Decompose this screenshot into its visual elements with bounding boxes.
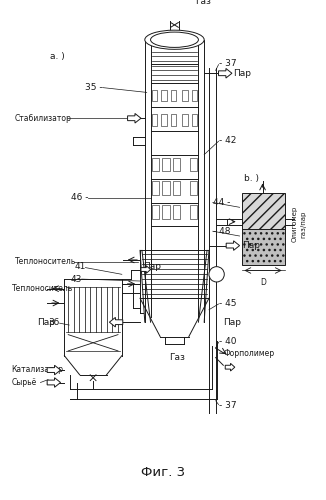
Bar <box>192 90 198 101</box>
Text: - 45: - 45 <box>218 298 236 308</box>
Text: - 42: - 42 <box>218 136 236 145</box>
Bar <box>190 182 198 195</box>
Bar <box>162 206 170 219</box>
Bar <box>242 193 285 230</box>
Text: 44 -: 44 - <box>213 198 230 207</box>
Text: - 37: - 37 <box>218 401 236 410</box>
Ellipse shape <box>145 30 204 50</box>
Bar <box>161 114 167 126</box>
Bar <box>170 90 176 101</box>
Bar <box>162 182 170 195</box>
Bar <box>152 182 159 195</box>
Text: b. ): b. ) <box>244 174 259 183</box>
Text: Газ: Газ <box>169 353 185 362</box>
Text: Пар: Пар <box>243 241 260 250</box>
Text: - 48: - 48 <box>213 226 230 235</box>
Polygon shape <box>47 378 61 388</box>
Text: 46 -: 46 - <box>71 193 88 202</box>
Text: Фиг. 3: Фиг. 3 <box>141 466 185 479</box>
Bar <box>182 114 188 126</box>
Bar <box>172 158 180 171</box>
Polygon shape <box>127 114 141 123</box>
Text: Стабилизатор: Стабилизатор <box>15 114 71 123</box>
Polygon shape <box>141 266 151 274</box>
Bar <box>170 114 176 126</box>
Bar <box>182 90 188 101</box>
Text: Пар: Пар <box>233 69 251 78</box>
Text: D: D <box>260 278 266 287</box>
Text: Сырьё: Сырьё <box>12 378 37 387</box>
Polygon shape <box>226 241 240 250</box>
Bar <box>242 230 285 264</box>
Bar <box>172 206 180 219</box>
Text: Пар: Пар <box>223 318 241 326</box>
Polygon shape <box>218 68 232 78</box>
Bar <box>172 182 180 195</box>
Text: - 40: - 40 <box>218 337 236 346</box>
Bar <box>152 158 159 171</box>
Text: Олигомер: Олигомер <box>291 206 297 242</box>
Text: Пар: Пар <box>143 262 161 271</box>
Text: 43: 43 <box>70 274 82 283</box>
Bar <box>152 90 157 101</box>
Text: Пар: Пар <box>37 318 55 326</box>
Text: газ/пар: газ/пар <box>300 210 306 238</box>
Text: 41: 41 <box>74 262 85 271</box>
Bar <box>190 158 198 171</box>
Text: Теплоноситель: Теплоноситель <box>12 284 73 293</box>
Text: Теплоноситель: Теплоноситель <box>15 258 76 266</box>
Polygon shape <box>225 364 235 371</box>
Bar <box>192 114 198 126</box>
Text: a. ): a. ) <box>50 52 65 60</box>
Bar <box>161 90 167 101</box>
Bar <box>162 158 170 171</box>
Text: - 37: - 37 <box>218 59 236 68</box>
Text: Катализатор: Катализатор <box>12 364 64 374</box>
Text: 3б: 3б <box>48 318 60 326</box>
Bar <box>152 206 159 219</box>
Circle shape <box>209 266 224 282</box>
Text: Газ: Газ <box>196 0 212 6</box>
Bar <box>152 114 157 126</box>
Polygon shape <box>47 366 61 375</box>
Text: 35 -: 35 - <box>85 83 103 92</box>
Polygon shape <box>110 318 123 327</box>
Text: Форполимер: Форполимер <box>223 350 274 358</box>
Bar <box>190 206 198 219</box>
Ellipse shape <box>151 32 199 48</box>
